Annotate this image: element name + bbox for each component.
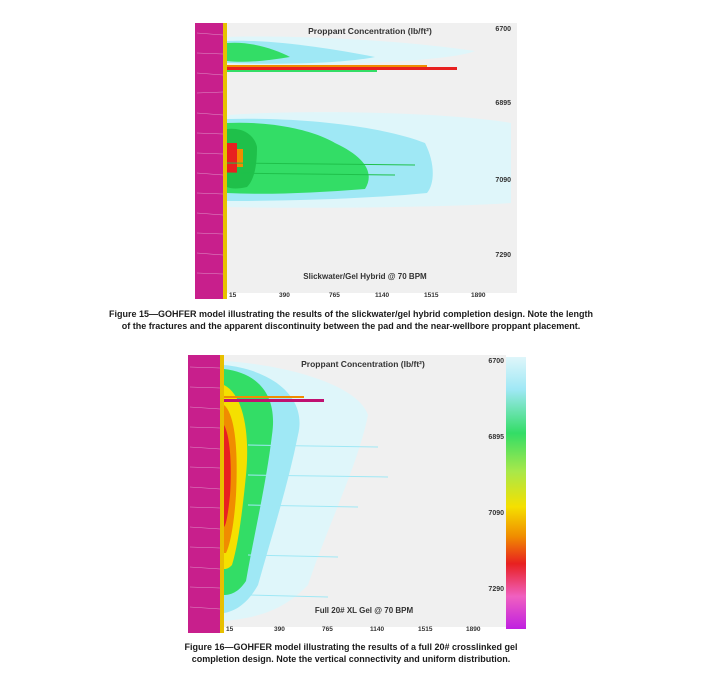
x-tick: 765 bbox=[329, 292, 340, 299]
depth-label-7290: 7290 bbox=[495, 252, 511, 259]
x-tick: 1515 bbox=[418, 626, 433, 633]
x-tick: 1515 bbox=[424, 292, 439, 299]
depth-label-7290: 7290 bbox=[488, 586, 504, 593]
caption-line: completion design. Note the vertical con… bbox=[191, 654, 511, 664]
x-tick: 15 bbox=[226, 626, 234, 633]
scenario-label: Full 20# XL Gel @ 70 BPM bbox=[315, 606, 414, 615]
depth-label-6895: 6895 bbox=[488, 434, 504, 441]
caption-line: of the fractures and the apparent discon… bbox=[121, 321, 581, 331]
figure-15: 6700 6895 7090 7290 Proppant Concentrati… bbox=[195, 23, 517, 299]
depth-label-6895: 6895 bbox=[495, 100, 511, 107]
x-axis-ticks: 15 390 765 1140 1515 1890 bbox=[229, 292, 486, 299]
scenario-label: Slickwater/Gel Hybrid @ 70 BPM bbox=[303, 272, 427, 281]
log-track-stripes bbox=[196, 32, 224, 275]
color-scale-bar bbox=[506, 357, 526, 629]
caption-line: Figure 16—GOHFER model illustrating the … bbox=[184, 642, 518, 652]
log-track-edge bbox=[223, 23, 227, 299]
figure-15-caption: Figure 15—GOHFER model illustrating the … bbox=[50, 308, 652, 332]
x-tick: 765 bbox=[322, 626, 333, 633]
plot-title: Proppant Concentration (lb/ft²) bbox=[308, 26, 432, 36]
figure-16-caption: Figure 16—GOHFER model illustrating the … bbox=[100, 641, 602, 665]
plot-title: Proppant Concentration (lb/ft²) bbox=[301, 359, 425, 369]
log-track bbox=[195, 23, 225, 299]
depth-label-6700: 6700 bbox=[488, 358, 504, 365]
x-tick: 1140 bbox=[370, 626, 384, 633]
log-track bbox=[188, 355, 222, 633]
figure-16: 6700 6895 7090 7290 Proppant Concentrati… bbox=[188, 355, 534, 633]
lower-fracture bbox=[226, 112, 511, 208]
x-tick: 390 bbox=[274, 626, 285, 633]
log-track-stripes bbox=[189, 366, 221, 610]
x-tick: 15 bbox=[229, 292, 237, 299]
caption-line: Figure 15—GOHFER model illustrating the … bbox=[108, 309, 594, 319]
x-tick: 390 bbox=[279, 292, 290, 299]
fracture-body bbox=[224, 361, 389, 621]
x-tick: 1140 bbox=[375, 292, 389, 299]
figure-16-plot: 6700 6895 7090 7290 Proppant Concentrati… bbox=[188, 355, 526, 633]
upper-fracture bbox=[227, 36, 475, 72]
x-tick: 1890 bbox=[466, 626, 481, 633]
depth-label-7090: 7090 bbox=[488, 510, 504, 517]
x-tick: 1890 bbox=[471, 292, 486, 299]
figure-15-plot: 6700 6895 7090 7290 Proppant Concentrati… bbox=[195, 23, 517, 299]
depth-label-7090: 7090 bbox=[495, 177, 511, 184]
depth-label-6700: 6700 bbox=[495, 26, 511, 33]
x-axis-ticks: 15 390 765 1140 1515 1890 bbox=[226, 626, 481, 633]
log-track-edge bbox=[220, 355, 224, 633]
